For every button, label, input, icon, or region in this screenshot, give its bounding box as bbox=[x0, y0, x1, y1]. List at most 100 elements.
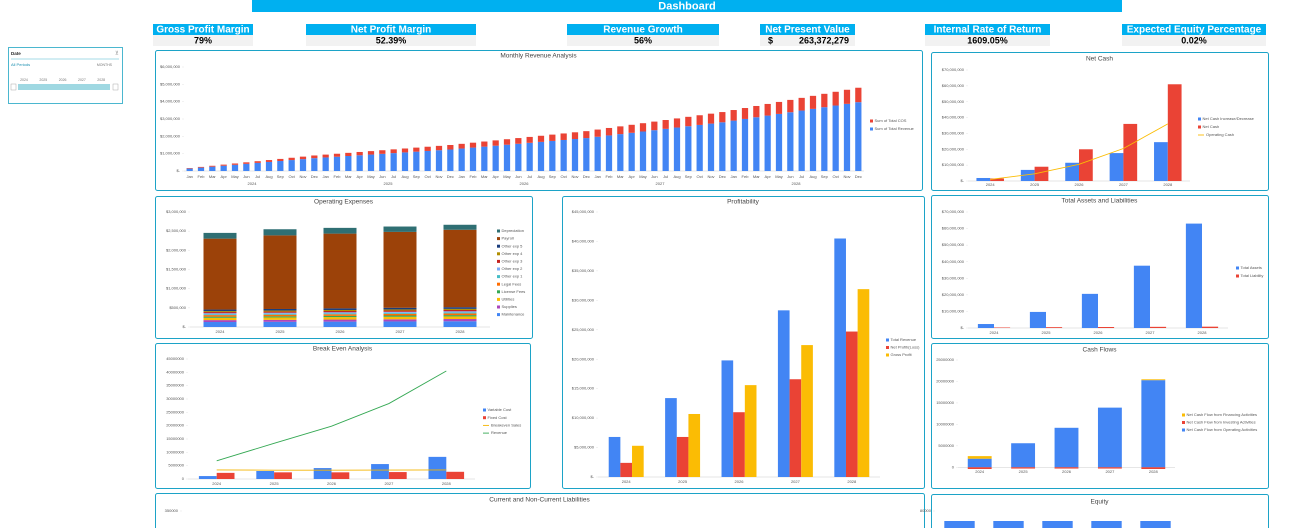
x-tick-label: Mar bbox=[753, 174, 761, 179]
x-tick-label: Feb bbox=[334, 174, 342, 179]
x-tick-label: Nov bbox=[707, 174, 714, 179]
bar-segment bbox=[843, 103, 851, 171]
x-tick-label: Jun bbox=[243, 174, 249, 179]
bar bbox=[1154, 142, 1168, 181]
bar bbox=[1150, 326, 1167, 328]
bar-segment bbox=[383, 311, 417, 313]
x-tick-label: May bbox=[775, 174, 783, 179]
bar-segment bbox=[263, 317, 297, 320]
x-tick-label: Oct bbox=[833, 174, 840, 179]
kpi-label: Net Profit Margin bbox=[351, 24, 432, 35]
legend-swatch bbox=[870, 127, 873, 131]
slicer-year[interactable]: 2026 bbox=[59, 78, 67, 82]
y-tick-label: $30,000,000 bbox=[572, 297, 595, 302]
legend-swatch bbox=[1236, 274, 1239, 278]
chart-title: Profitability bbox=[727, 199, 760, 206]
bar-segment bbox=[696, 124, 703, 171]
bar-segment bbox=[1097, 467, 1122, 469]
y-tick-label: $1,000,000 bbox=[166, 286, 187, 291]
bar-segment bbox=[515, 138, 522, 144]
bar bbox=[1098, 327, 1115, 328]
bar bbox=[845, 331, 858, 477]
bar-segment bbox=[383, 309, 417, 311]
bar-segment bbox=[443, 312, 477, 314]
filter-icon[interactable]: ⊻ bbox=[115, 50, 119, 56]
bar-segment bbox=[203, 320, 237, 323]
bar bbox=[1185, 223, 1202, 328]
legend-label: Other exp 2 bbox=[502, 266, 524, 271]
bar-segment bbox=[209, 165, 216, 167]
bar-segment bbox=[383, 316, 417, 320]
bar bbox=[1109, 153, 1124, 181]
kpi-value: 79% bbox=[194, 35, 212, 45]
legend-swatch bbox=[870, 119, 873, 123]
slicer-year[interactable]: 2028 bbox=[97, 78, 105, 82]
x-tick-label: Nov bbox=[299, 174, 306, 179]
bar-segment bbox=[447, 144, 454, 150]
scroll-right[interactable] bbox=[112, 83, 119, 91]
bar-segment bbox=[203, 238, 237, 310]
bar-segment bbox=[469, 147, 477, 171]
x-tick-label: Apr bbox=[629, 174, 636, 179]
legend-swatch bbox=[1198, 117, 1201, 121]
y-tick-label: $10,000,000 bbox=[942, 162, 965, 167]
bar bbox=[777, 310, 790, 477]
bar-segment bbox=[231, 163, 239, 165]
bar-segment bbox=[673, 118, 681, 128]
bar-segment bbox=[356, 155, 363, 171]
y-tick-label: $6,000,000 bbox=[160, 64, 181, 69]
x-tick-label: 2024 bbox=[975, 469, 985, 474]
bar-segment bbox=[730, 120, 737, 171]
slicer-timeline[interactable] bbox=[18, 84, 110, 90]
bar-segment bbox=[583, 138, 590, 171]
bar-segment bbox=[413, 147, 420, 152]
bar-segment bbox=[549, 140, 556, 171]
x-tick-label: May bbox=[367, 174, 375, 179]
x-tick-label: 2026 bbox=[1075, 182, 1085, 187]
bar bbox=[216, 472, 235, 479]
x-tick-label: 2024 bbox=[212, 481, 222, 486]
bar-segment bbox=[243, 162, 250, 164]
bar-segment bbox=[967, 456, 992, 459]
x-tick-label: 2026 bbox=[1094, 330, 1104, 335]
slicer-year[interactable]: 2025 bbox=[39, 78, 47, 82]
bar bbox=[608, 436, 621, 477]
legend-label: Revenue bbox=[491, 430, 508, 435]
legend-label: Total Revenue bbox=[891, 337, 917, 342]
line-series bbox=[990, 123, 1169, 180]
legend-swatch bbox=[497, 244, 500, 248]
slicer-year[interactable]: 2024 bbox=[20, 78, 28, 82]
legend-label: Payroll bbox=[502, 236, 514, 241]
bar-segment bbox=[1141, 379, 1166, 381]
bar-segment bbox=[458, 148, 465, 171]
legend-swatch bbox=[497, 290, 500, 294]
y-tick-label: $25,000,000 bbox=[572, 327, 595, 332]
slicer-level[interactable]: MONTHS bbox=[97, 63, 113, 67]
legend-label: Net Profit/(Loss) bbox=[891, 345, 921, 350]
legend-swatch bbox=[497, 229, 500, 233]
bar-segment bbox=[203, 311, 237, 313]
x-tick-label: 2024 bbox=[986, 182, 996, 187]
bar-segment bbox=[263, 321, 297, 327]
bar bbox=[256, 471, 275, 479]
x-group-label: 2026 bbox=[520, 181, 530, 186]
x-tick-label: May bbox=[231, 174, 239, 179]
bar bbox=[944, 521, 975, 528]
y-tick-label: $70,000,000 bbox=[942, 67, 965, 72]
bar-segment bbox=[203, 315, 237, 317]
bar-segment bbox=[560, 139, 567, 171]
x-tick-label: 2028 bbox=[456, 329, 466, 334]
slicer[interactable] bbox=[8, 47, 123, 104]
x-tick-label: May bbox=[639, 174, 647, 179]
slicer-year[interactable]: 2027 bbox=[78, 78, 86, 82]
bar-segment bbox=[323, 313, 357, 315]
bar bbox=[1091, 521, 1122, 528]
y-tick-label: 80000 bbox=[920, 508, 932, 513]
kpi-header bbox=[760, 24, 855, 35]
y-tick-label: $40,000,000 bbox=[572, 239, 595, 244]
scroll-left[interactable] bbox=[10, 83, 17, 91]
bar-segment bbox=[492, 140, 499, 146]
y-tick-label: $10,000,000 bbox=[942, 308, 965, 313]
bar-segment bbox=[821, 107, 828, 171]
legend-label: Other exp 4 bbox=[502, 251, 524, 256]
